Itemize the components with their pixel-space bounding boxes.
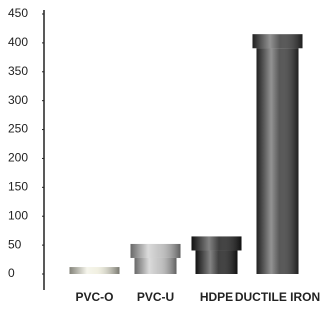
bar-segment [252,34,302,48]
y-tick-label: 200 [8,151,28,165]
pipe-bar [130,244,180,274]
x-tick-label: HDPE [200,290,233,304]
y-tick-label: 350 [8,64,28,78]
y-tick-label: 400 [8,35,28,49]
bar-segment [195,250,237,274]
bar-segment [69,267,119,274]
chart: 0 50 100 150 200 250 300 350 400 450 PVC-O PVC-U HDP… [0,0,329,309]
x-tick-label: PVC-U [137,290,174,304]
bar-segment [256,48,298,274]
bar-segment [130,244,180,258]
y-tick-label: 250 [8,122,28,136]
pipe-bar [69,267,119,274]
y-tick-label: 450 [8,6,28,20]
pipe-bar [191,236,241,274]
bar-segment [191,236,241,250]
y-tick-label: 300 [8,93,28,107]
x-tick-label: DUCTILE IRON [235,290,320,304]
y-tick-label: 0 [8,266,15,280]
pipe-bar [252,34,302,274]
y-tick-label: 150 [8,180,28,194]
y-tick-label: 100 [8,208,28,222]
y-tick-label: 50 [8,237,22,251]
bar-segment [134,258,176,274]
x-tick-label: PVC-O [75,290,113,304]
